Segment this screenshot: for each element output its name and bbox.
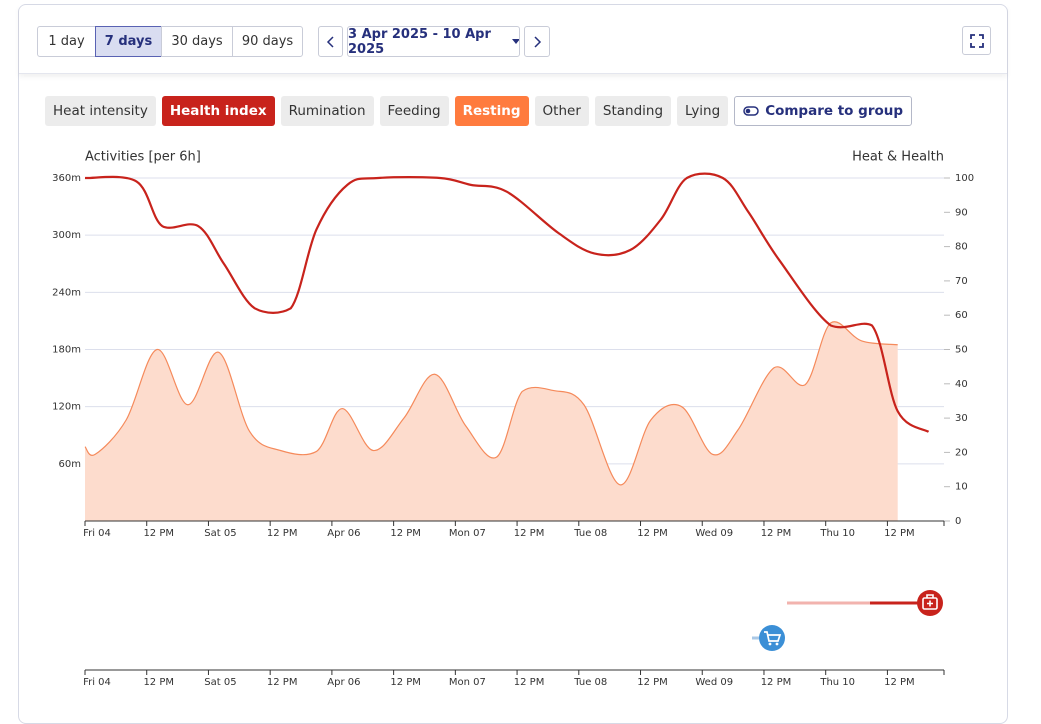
- next-button[interactable]: [524, 26, 550, 57]
- x-tick-label: 12 PM: [390, 677, 421, 688]
- x-tick-label: 12 PM: [761, 677, 792, 688]
- x-tick-label: 12 PM: [514, 528, 545, 539]
- y2-tick-label: 20: [955, 447, 968, 458]
- x-tick-label: Tue 08: [573, 528, 607, 539]
- x-tick-label: Tue 08: [573, 677, 607, 688]
- y2-tick-label: 10: [955, 482, 968, 493]
- y2-tick-label: 50: [955, 345, 968, 356]
- y2-tick-label: 40: [955, 379, 968, 390]
- x-tick-label: Wed 09: [695, 528, 733, 539]
- x-tick-label: 12 PM: [267, 528, 298, 539]
- fullscreen-icon: [969, 33, 984, 48]
- y-tick-label: 300m: [52, 230, 81, 241]
- chart: Activities [per 6h] Heat & Health 60m 120…: [52, 150, 974, 689]
- y2-tick-label: 100: [955, 173, 974, 184]
- x-tick-label: Apr 06: [327, 677, 360, 688]
- x-tick-label: 12 PM: [514, 677, 545, 688]
- x-tick-label: 12 PM: [884, 528, 915, 539]
- x-tick-label: Mon 07: [449, 528, 486, 539]
- x-tick-label: Wed 09: [695, 677, 733, 688]
- date-range-button[interactable]: 3 Apr 2025 - 10 Apr 2025: [347, 26, 520, 57]
- chevron-right: [534, 35, 542, 48]
- x-tick-label: 12 PM: [637, 528, 668, 539]
- x-tick-label: Thu 10: [819, 677, 855, 688]
- x-tick-label: 12 PM: [267, 677, 298, 688]
- metric-tabs: Heat intensity Health index Rumination F…: [45, 96, 913, 126]
- x-tick-label: 12 PM: [390, 528, 421, 539]
- caret: [512, 38, 519, 44]
- y2-tick-label: 60: [955, 310, 968, 321]
- y2-tick-label: 90: [955, 207, 968, 218]
- x-tick-label: 12 PM: [884, 677, 915, 688]
- prev-button[interactable]: [318, 26, 343, 57]
- series-line: [84, 172, 930, 433]
- x-tick-label: 12 PM: [143, 528, 174, 539]
- y-tick-label: 120m: [52, 402, 81, 413]
- x-tick-label: 12 PM: [637, 677, 668, 688]
- chevron-left: [326, 35, 334, 48]
- y2-tick-label: 80: [955, 242, 968, 253]
- range-button[interactable]: 90 days: [232, 26, 303, 57]
- x-tick-label: Apr 06: [327, 528, 360, 539]
- health-event-icon[interactable]: [917, 590, 943, 616]
- tab[interactable]: Lying: [677, 96, 729, 126]
- x-tick-label: Mon 07: [449, 677, 486, 688]
- tab[interactable]: Rumination: [280, 96, 374, 126]
- y-tick-label: 240m: [52, 287, 81, 298]
- compare-label: Compare to group: [765, 103, 904, 119]
- plot: [84, 172, 944, 521]
- y-tick-label: 180m: [52, 345, 81, 356]
- y2-axis-label: Heat & Health: [852, 150, 944, 165]
- x-tick-label: Thu 10: [819, 528, 855, 539]
- tab[interactable]: Other: [534, 96, 589, 126]
- fullscreen-button[interactable]: [962, 26, 991, 55]
- x-tick-label: Sat 05: [204, 677, 236, 688]
- tab[interactable]: Standing: [594, 96, 672, 126]
- y-axis-label: Activities [per 6h]: [85, 150, 201, 165]
- date-range: 3 Apr 2025 - 10 Apr 2025: [348, 26, 491, 57]
- x-tick-label: Sat 05: [204, 528, 236, 539]
- y-tick-label: 360m: [52, 173, 81, 184]
- tab[interactable]: Heat intensity: [45, 96, 156, 126]
- y-tick-label: 60m: [59, 459, 81, 470]
- tab[interactable]: Feeding: [379, 96, 449, 126]
- y2-tick-label: 0: [955, 516, 961, 527]
- area: [85, 321, 898, 521]
- tab[interactable]: Resting: [454, 96, 529, 126]
- feeding-event-icon[interactable]: [759, 625, 785, 651]
- x-tick-label: Fri 04: [83, 528, 111, 539]
- range-button[interactable]: 30 days: [161, 26, 233, 57]
- toggle-icon: [743, 106, 759, 116]
- x-tick-label: 12 PM: [761, 528, 792, 539]
- x-tick-label: Fri 04: [83, 677, 111, 688]
- card: 1 day 7 days 30 days 90 days 3 Apr 2025 …: [18, 4, 1008, 724]
- y2-tick-label: 30: [955, 413, 968, 424]
- tab[interactable]: Health index: [161, 96, 275, 126]
- x-tick-label: 12 PM: [143, 677, 174, 688]
- y2-tick-label: 70: [955, 276, 968, 287]
- compare-button[interactable]: Compare to group: [734, 96, 913, 126]
- toolbar: 1 day 7 days 30 days 90 days 3 Apr 2025 …: [19, 5, 1007, 74]
- page: {"controls": {"ranges": ["1 day", "7 day…: [18, 4, 1008, 724]
- series-line: [84, 321, 898, 486]
